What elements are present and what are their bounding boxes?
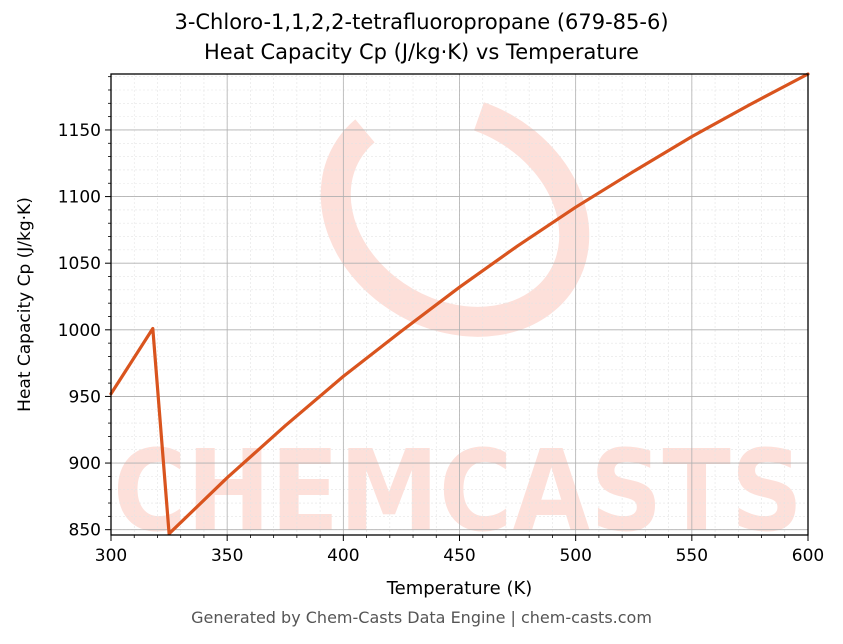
x-tick-label: 350 xyxy=(211,546,243,566)
chemcasts-watermark: CHEMCASTS xyxy=(113,93,803,557)
watermark-ring xyxy=(320,93,590,337)
y-tick-label: 1050 xyxy=(58,254,101,274)
footer-credit: Generated by Chem-Casts Data Engine | ch… xyxy=(191,608,652,627)
series-layer xyxy=(109,72,810,536)
y-tick-label: 850 xyxy=(69,521,101,541)
x-tick-label: 400 xyxy=(327,546,359,566)
x-tick-label: 550 xyxy=(676,546,708,566)
chart-subtitle: Heat Capacity Cp (J/kg·K) vs Temperature xyxy=(204,40,639,64)
chart-title: 3-Chloro-1,1,2,2-tetrafluoropropane (679… xyxy=(174,10,669,34)
x-tick-label: 300 xyxy=(95,546,127,566)
y-tick-label: 1150 xyxy=(58,121,101,141)
x-tick-label: 600 xyxy=(792,546,824,566)
watermark-text: CHEMCASTS xyxy=(113,427,803,557)
x-tick-label: 450 xyxy=(443,546,475,566)
y-tick-label: 1000 xyxy=(58,321,101,341)
axis-ticks: 300 350 400 450 500 550 600 850 900 950 1000 1050 11… xyxy=(58,76,824,566)
y-tick-label: 1100 xyxy=(58,188,101,208)
y-tick-label: 950 xyxy=(69,387,101,407)
x-tick-label: 500 xyxy=(559,546,591,566)
y-tick-label: 900 xyxy=(69,454,101,474)
major-grid xyxy=(110,74,809,535)
x-axis-label: Temperature (K) xyxy=(386,578,533,599)
y-axis-label: Heat Capacity Cp (J/kg·K) xyxy=(15,197,35,412)
series-line-0 xyxy=(109,72,810,536)
